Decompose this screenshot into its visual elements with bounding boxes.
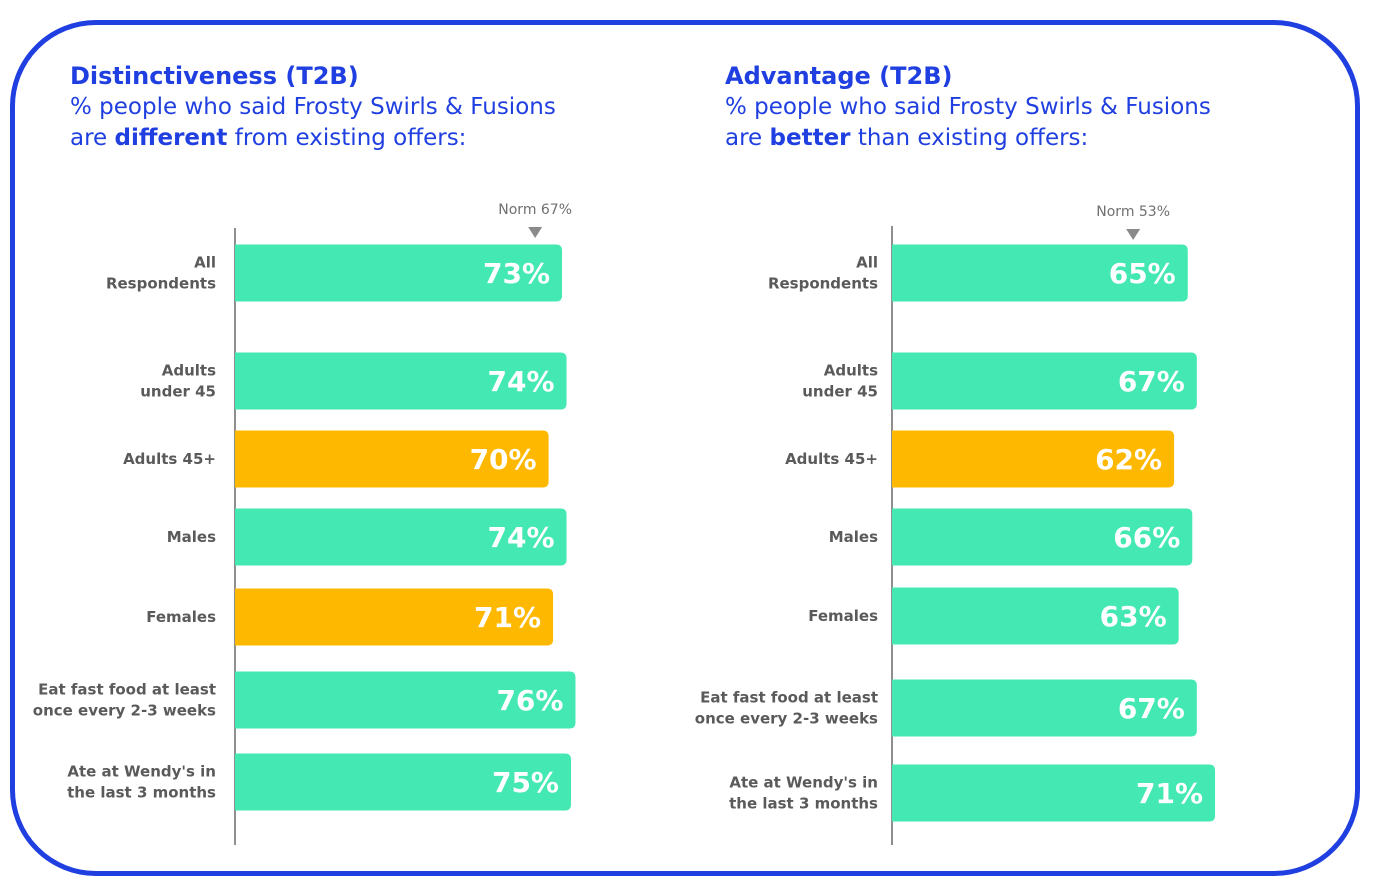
chart-1-bar-2 <box>235 352 567 410</box>
chart-1-norm-marker-icon <box>528 227 543 238</box>
chart-2-category-label-3: Adults 45+ <box>785 450 878 468</box>
chart-2-bar-1 <box>892 244 1188 302</box>
chart-2-norm-label: Norm 53% <box>1096 204 1170 220</box>
chart-2-value-label-6: 67% <box>1118 692 1185 725</box>
chart-1-value-label-2: 74% <box>487 365 554 398</box>
chart-1-value-label-5: 71% <box>474 601 541 634</box>
chart-2-category-label-7: Ate at Wendy's in the last 3 months <box>729 774 878 813</box>
chart-2-bar-6 <box>892 679 1197 737</box>
chart-1-bar-5 <box>235 588 554 646</box>
chart-1-value-label-7: 75% <box>492 766 559 799</box>
chart-2-value-label-2: 67% <box>1118 365 1185 398</box>
chart-2-norm-marker-icon <box>1126 229 1141 240</box>
chart-1-bar-3 <box>235 430 549 488</box>
chart-2-subtitle-emphasis: better <box>769 125 851 151</box>
card-frame <box>10 20 1360 876</box>
chart-2-category-label-5: Females <box>808 607 878 625</box>
chart-2-title: Advantage (T2B) <box>725 62 953 90</box>
chart-2-bar-3 <box>892 430 1175 488</box>
chart-1-category-label-6: Eat fast food at least once every 2-3 wee… <box>33 681 216 720</box>
chart-2-bar-5 <box>892 587 1179 645</box>
chart-1-value-label-4: 74% <box>487 521 554 554</box>
chart-2-value-label-1: 65% <box>1109 257 1176 290</box>
chart-2-subtitle-end: than existing offers: <box>850 125 1089 151</box>
chart-2-category-label-6: Eat fast food at least once every 2-3 wee… <box>695 689 878 728</box>
chart-2-category-label-1: All Respondents <box>768 254 878 293</box>
chart-1-category-label-3: Adults 45+ <box>123 450 216 468</box>
chart-1-value-label-6: 76% <box>496 684 563 717</box>
chart-1-category-label-1: All Respondents <box>106 254 216 293</box>
chart-1-header: Distinctiveness (T2B) % people who said … <box>70 60 556 154</box>
chart-2-category-label-2: Adults under 45 <box>802 362 878 401</box>
chart-1-subtitle-line2: are different from existing offers: <box>70 123 556 154</box>
chart-1-category-label-7: Ate at Wendy's in the last 3 months <box>67 763 216 802</box>
chart-2-value-label-4: 66% <box>1113 521 1180 554</box>
chart-1-subtitle-are: are <box>70 125 115 151</box>
chart-2-value-label-7: 71% <box>1136 777 1203 810</box>
chart-1-subtitle-emphasis: different <box>114 125 228 151</box>
chart-1-bar-1 <box>235 244 563 302</box>
chart-1-value-label-3: 70% <box>470 443 537 476</box>
chart-1-category-label-2: Adults under 45 <box>140 362 216 401</box>
chart-2-bar-2 <box>892 352 1197 410</box>
chart-1-subtitle-end: from existing offers: <box>227 125 467 151</box>
chart-2-bar-7 <box>892 764 1216 822</box>
chart-1-value-label-1: 73% <box>483 257 550 290</box>
chart-1-bar-4 <box>235 508 567 566</box>
chart-1-subtitle-line1: % people who said Frosty Swirls & Fusion… <box>70 94 556 120</box>
chart-1-bar-7 <box>235 753 571 811</box>
chart-2-value-label-5: 63% <box>1100 600 1167 633</box>
chart-1-bar-6 <box>235 671 576 729</box>
chart-2-header: Advantage (T2B) % people who said Frosty… <box>725 60 1211 154</box>
chart-2-bar-4 <box>892 508 1193 566</box>
chart-2-value-label-3: 62% <box>1095 443 1162 476</box>
chart-1-category-label-4: Males <box>167 528 216 546</box>
chart-2-subtitle-are: are <box>725 125 770 151</box>
chart-1-title: Distinctiveness (T2B) <box>70 62 359 90</box>
chart-1-norm-label: Norm 67% <box>498 202 572 218</box>
chart-2-category-label-4: Males <box>829 528 878 546</box>
chart-2-subtitle-line1: % people who said Frosty Swirls & Fusion… <box>725 94 1211 120</box>
chart-2-subtitle-line2: are better than existing offers: <box>725 123 1211 154</box>
chart-1-category-label-5: Females <box>146 608 216 626</box>
